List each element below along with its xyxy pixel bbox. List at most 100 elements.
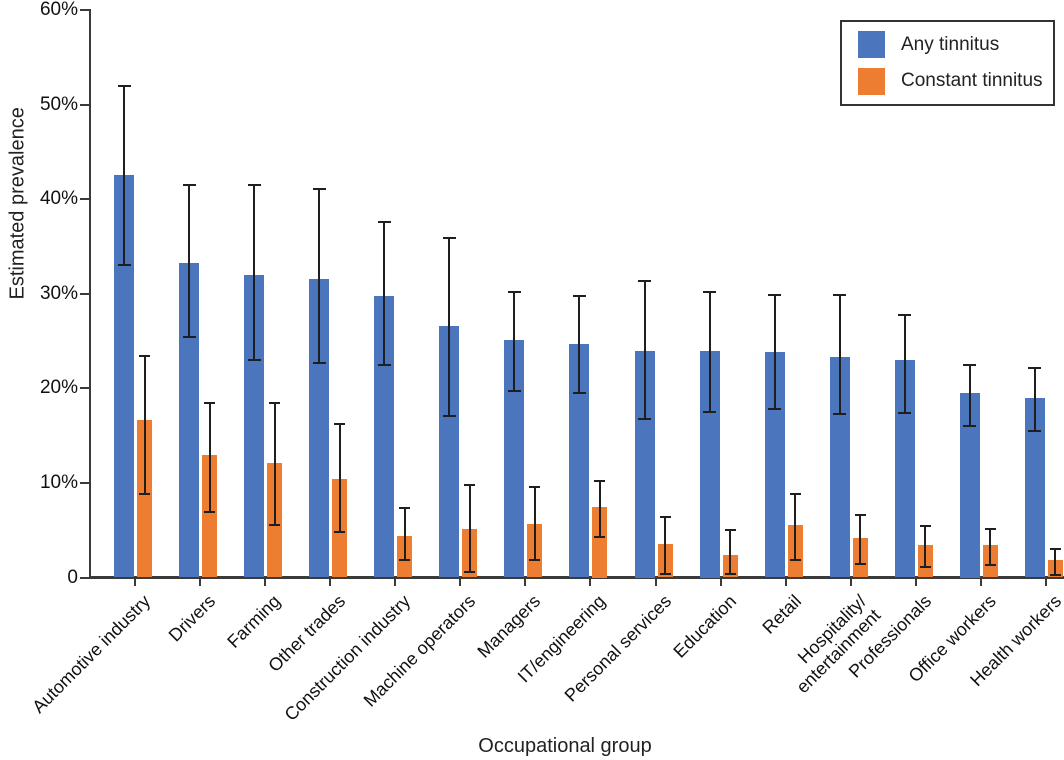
- error-bar-any-tinnitus: [838, 294, 841, 414]
- bar-any-tinnitus: [569, 343, 590, 578]
- x-tick-mark: [134, 579, 136, 586]
- bar-any-tinnitus: [179, 263, 200, 578]
- error-cap-bottom-any-tinnitus: [117, 264, 131, 267]
- x-axis-title: Occupational group: [478, 735, 652, 757]
- error-bar-constant-tinnitus: [403, 507, 406, 560]
- error-cap-bottom-constant-tinnitus: [399, 558, 411, 561]
- error-cap-top-constant-tinnitus: [334, 423, 346, 426]
- error-cap-top-constant-tinnitus: [659, 515, 671, 518]
- bar-any-tinnitus: [894, 359, 915, 578]
- error-cap-bottom-constant-tinnitus: [984, 564, 996, 567]
- error-bar-constant-tinnitus: [533, 486, 536, 560]
- error-cap-top-any-tinnitus: [182, 183, 196, 186]
- x-tick-mark: [979, 579, 982, 586]
- error-cap-bottom-constant-tinnitus: [139, 493, 150, 496]
- error-cap-bottom-any-tinnitus: [182, 336, 196, 339]
- bar-any-tinnitus: [959, 393, 980, 578]
- error-cap-top-any-tinnitus: [768, 293, 782, 296]
- error-cap-bottom-any-tinnitus: [703, 410, 717, 413]
- bar-constant-tinnitus: [137, 420, 152, 578]
- legend-swatch-icon: [858, 31, 885, 59]
- legend-label: Any tinnitus: [901, 33, 1000, 55]
- error-cap-top-constant-tinnitus: [789, 493, 801, 496]
- x-tick-label-line: Farming: [223, 591, 285, 652]
- error-cap-top-any-tinnitus: [377, 220, 391, 223]
- error-cap-top-any-tinnitus: [572, 294, 586, 297]
- error-cap-bottom-any-tinnitus: [833, 412, 847, 415]
- error-cap-bottom-any-tinnitus: [377, 363, 391, 366]
- x-tick-mark: [524, 579, 527, 586]
- error-cap-top-constant-tinnitus: [139, 355, 150, 358]
- error-bar-constant-tinnitus: [1054, 549, 1057, 575]
- error-cap-bottom-constant-tinnitus: [269, 523, 281, 526]
- error-cap-top-any-tinnitus: [638, 279, 652, 282]
- error-cap-top-any-tinnitus: [963, 363, 977, 366]
- x-tick-mark: [654, 579, 657, 586]
- bar-constant-tinnitus: [202, 454, 218, 578]
- error-bar-constant-tinnitus: [598, 481, 601, 537]
- bar-any-tinnitus: [699, 350, 720, 578]
- bar-any-tinnitus: [829, 357, 850, 578]
- error-cap-bottom-constant-tinnitus: [919, 566, 931, 569]
- error-bar-any-tinnitus: [903, 314, 906, 413]
- x-tick-mark: [719, 579, 722, 586]
- bar-any-tinnitus: [114, 174, 134, 578]
- y-tick-mark: [80, 387, 89, 390]
- error-bar-any-tinnitus: [578, 295, 581, 394]
- x-tick-mark: [914, 579, 917, 586]
- error-bar-any-tinnitus: [318, 188, 321, 363]
- legend-item: Any tinnitus: [858, 31, 1053, 59]
- error-bar-any-tinnitus: [383, 221, 386, 365]
- x-tick-label-line: Machine operators: [359, 591, 480, 711]
- x-tick-mark: [1044, 579, 1047, 586]
- error-cap-bottom-constant-tinnitus: [594, 535, 606, 538]
- error-bar-constant-tinnitus: [143, 356, 146, 495]
- error-cap-bottom-constant-tinnitus: [334, 531, 346, 534]
- x-tick-mark: [459, 579, 462, 586]
- x-tick-label-line: Education: [669, 591, 740, 662]
- y-tick-mark: [80, 576, 89, 579]
- error-cap-bottom-any-tinnitus: [442, 414, 456, 417]
- y-tick-mark: [80, 9, 89, 11]
- x-axis-line: [89, 576, 1064, 579]
- error-bar-any-tinnitus: [513, 291, 516, 392]
- x-tick-label-1: Automotive industry: [28, 591, 154, 717]
- y-tick-mark: [80, 292, 89, 295]
- error-bar-any-tinnitus: [968, 364, 971, 427]
- bar-any-tinnitus: [244, 274, 265, 578]
- error-bar-any-tinnitus: [448, 237, 451, 416]
- error-bar-any-tinnitus: [253, 184, 256, 360]
- error-bar-constant-tinnitus: [729, 530, 732, 574]
- error-cap-top-constant-tinnitus: [724, 529, 736, 532]
- error-cap-bottom-constant-tinnitus: [1049, 573, 1061, 576]
- x-tick-label-line: Drivers: [164, 591, 220, 646]
- error-cap-bottom-any-tinnitus: [312, 361, 326, 364]
- error-cap-top-any-tinnitus: [312, 187, 326, 190]
- error-cap-top-constant-tinnitus: [854, 514, 866, 517]
- error-cap-top-constant-tinnitus: [984, 528, 996, 531]
- error-cap-top-any-tinnitus: [247, 183, 261, 186]
- error-bar-constant-tinnitus: [859, 515, 862, 565]
- error-cap-top-any-tinnitus: [507, 290, 521, 293]
- error-cap-bottom-any-tinnitus: [507, 390, 521, 393]
- y-tick-label: 30%: [39, 282, 78, 304]
- error-cap-top-constant-tinnitus: [464, 483, 476, 486]
- x-tick-label-line: Retail: [758, 591, 805, 638]
- x-tick-label-2: Drivers: [165, 591, 219, 645]
- bar-any-tinnitus: [1024, 397, 1045, 578]
- error-cap-bottom-any-tinnitus: [638, 417, 652, 420]
- error-bar-any-tinnitus: [123, 85, 125, 266]
- legend-swatch-icon: [858, 67, 885, 95]
- error-cap-top-constant-tinnitus: [399, 506, 411, 509]
- error-cap-top-any-tinnitus: [703, 290, 717, 293]
- error-cap-bottom-constant-tinnitus: [529, 558, 541, 561]
- error-bar-constant-tinnitus: [208, 402, 211, 513]
- error-cap-bottom-any-tinnitus: [963, 425, 977, 428]
- error-bar-any-tinnitus: [708, 291, 711, 412]
- y-axis-line: [89, 9, 91, 579]
- error-cap-bottom-any-tinnitus: [1028, 429, 1042, 432]
- error-bar-constant-tinnitus: [924, 526, 927, 568]
- y-tick-label: 40%: [39, 188, 78, 210]
- error-bar-any-tinnitus: [773, 294, 776, 410]
- bar-any-tinnitus: [374, 295, 395, 578]
